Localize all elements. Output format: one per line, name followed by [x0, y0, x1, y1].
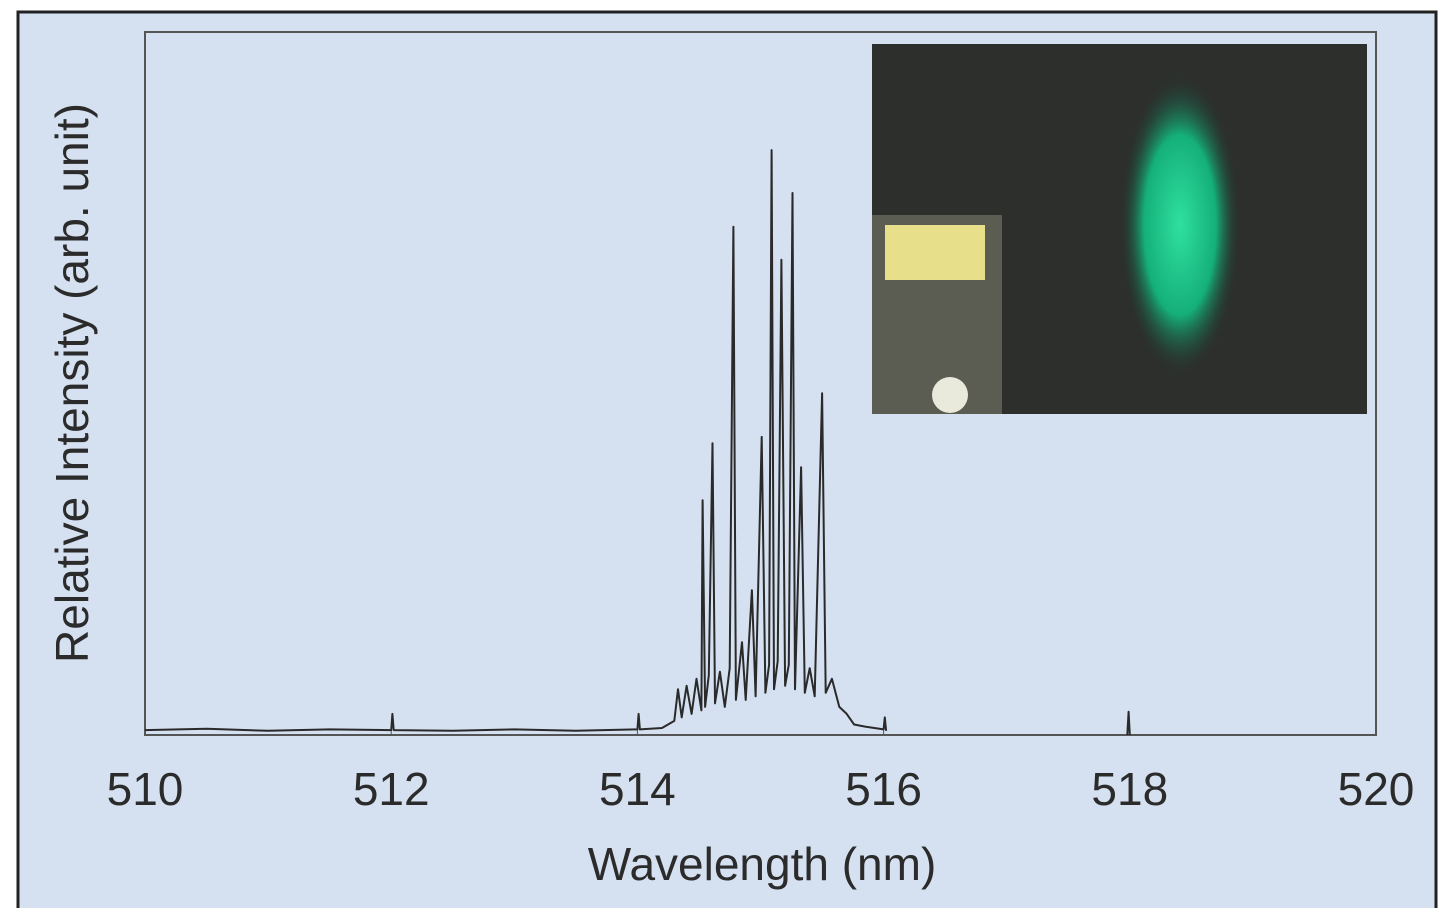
x-tick-label: 514	[599, 763, 676, 815]
x-tick-label: 520	[1338, 763, 1415, 815]
y-axis-label: Relative Intensity (arb. unit)	[46, 103, 98, 663]
x-axis-label: Wavelength (nm)	[588, 838, 937, 890]
x-tick-label: 516	[845, 763, 922, 815]
inset-photo	[872, 44, 1367, 414]
inset-knob	[932, 377, 968, 413]
inset-beam	[1120, 75, 1240, 375]
x-tick-label: 518	[1091, 763, 1168, 815]
x-tick-label: 510	[107, 763, 184, 815]
inset-window	[885, 225, 985, 280]
plot-frame	[144, 31, 1377, 736]
x-tick-label: 512	[353, 763, 430, 815]
spectrum-line	[144, 149, 1131, 736]
